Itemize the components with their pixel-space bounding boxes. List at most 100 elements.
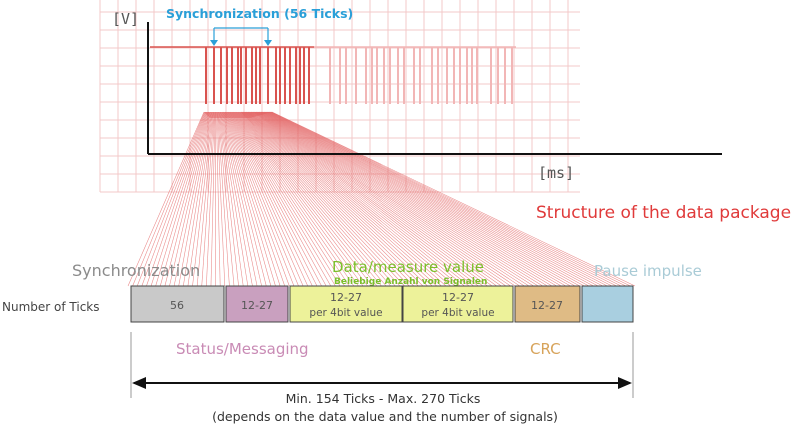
fan-line xyxy=(231,111,336,287)
fan-line xyxy=(141,111,207,287)
fan-line xyxy=(201,111,215,287)
fan-line xyxy=(246,111,447,287)
fan-line xyxy=(263,111,576,287)
fan-line xyxy=(239,111,391,287)
range-line-2: (depends on the data value and the numbe… xyxy=(212,409,558,424)
fan-line xyxy=(244,111,433,287)
fan-line xyxy=(159,111,209,287)
fan-line xyxy=(237,111,382,287)
fan-line xyxy=(223,111,276,287)
fan-line xyxy=(245,111,442,287)
fan-line xyxy=(206,111,215,287)
fan-line xyxy=(210,111,216,287)
label-number-of-ticks: Number of Ticks xyxy=(2,300,100,314)
fan-line xyxy=(226,111,299,287)
fan-line xyxy=(239,111,396,287)
fan-line xyxy=(235,111,368,287)
fan-line xyxy=(265,111,585,287)
fan-line xyxy=(233,111,350,287)
fan-line xyxy=(217,111,235,287)
box-data-2 xyxy=(402,285,514,323)
fan-line xyxy=(192,111,213,287)
fan-line xyxy=(255,111,516,287)
fan-line xyxy=(266,111,599,287)
fan-line xyxy=(216,111,226,287)
sync-annotation: Synchronization (56 Ticks) xyxy=(166,6,353,21)
fan-line xyxy=(155,111,208,287)
fan-line xyxy=(127,111,205,287)
fan-line xyxy=(240,111,405,287)
fan-line xyxy=(248,111,465,287)
fan-line xyxy=(258,111,534,287)
fan-line xyxy=(249,111,470,287)
fan-line xyxy=(250,111,474,287)
fan-line xyxy=(261,111,557,287)
fan-line xyxy=(224,111,285,287)
fan-line xyxy=(227,111,309,287)
fan-line xyxy=(258,111,539,287)
fan-line xyxy=(136,111,206,287)
fan-line xyxy=(247,111,451,287)
fan-line xyxy=(218,111,239,287)
fan-line xyxy=(164,111,210,287)
structure-title: Structure of the data package xyxy=(536,203,791,223)
fan-line xyxy=(217,111,230,287)
fan-line xyxy=(247,111,456,287)
box-data-1-line2: per 4bit value xyxy=(309,307,382,319)
fan-line xyxy=(253,111,497,287)
box-data-2-line2: per 4bit value xyxy=(421,307,494,319)
fan-line xyxy=(243,111,428,287)
signal-waveform xyxy=(150,46,516,104)
fan-line xyxy=(230,111,327,287)
fan-line xyxy=(169,111,210,287)
fan-line xyxy=(196,111,214,287)
fan-line xyxy=(268,111,613,287)
y-axis-label: [V] xyxy=(112,10,139,28)
label-pause: Pause impulse xyxy=(594,262,702,280)
fan-line xyxy=(238,111,387,287)
fan-line xyxy=(230,111,332,287)
fan-line xyxy=(234,111,355,287)
fan-line xyxy=(150,111,208,287)
fan-line xyxy=(271,111,631,287)
fan-line xyxy=(229,111,318,287)
fan-line xyxy=(224,111,281,287)
fan-line xyxy=(252,111,488,287)
x-axis-label: [ms] xyxy=(538,164,574,182)
fan-line xyxy=(183,111,212,287)
box-data-1-line1: 12-27 xyxy=(330,291,362,304)
fan-line xyxy=(253,111,502,287)
fan-line xyxy=(173,111,211,287)
fan-line xyxy=(235,111,364,287)
fan-line xyxy=(237,111,378,287)
fan-line xyxy=(242,111,419,287)
fan-line xyxy=(255,111,511,287)
fan-line xyxy=(219,111,249,287)
fan-line xyxy=(187,111,213,287)
box-crc-text: 12-27 xyxy=(531,299,563,312)
box-status xyxy=(225,285,289,323)
fan-line xyxy=(221,111,258,287)
fan-line xyxy=(264,111,580,287)
fan-line xyxy=(178,111,212,287)
box-data-2-line1: 12-27 xyxy=(442,291,474,304)
fan-line xyxy=(225,111,295,287)
box-pause xyxy=(581,285,634,323)
fan-line xyxy=(270,111,622,287)
label-synchronization: Synchronization xyxy=(72,261,200,280)
fan-line xyxy=(257,111,525,287)
fan-line xyxy=(266,111,594,287)
fan-line xyxy=(257,111,530,287)
fan-line xyxy=(229,111,322,287)
fan-line xyxy=(251,111,484,287)
fan-line xyxy=(263,111,571,287)
fan-line xyxy=(219,111,244,287)
fan-line xyxy=(252,111,493,287)
fan-line xyxy=(216,111,221,287)
fan-line xyxy=(225,111,290,287)
fan-line xyxy=(260,111,553,287)
fan-line xyxy=(234,111,359,287)
fan-line xyxy=(265,111,590,287)
fan-line xyxy=(262,111,567,287)
